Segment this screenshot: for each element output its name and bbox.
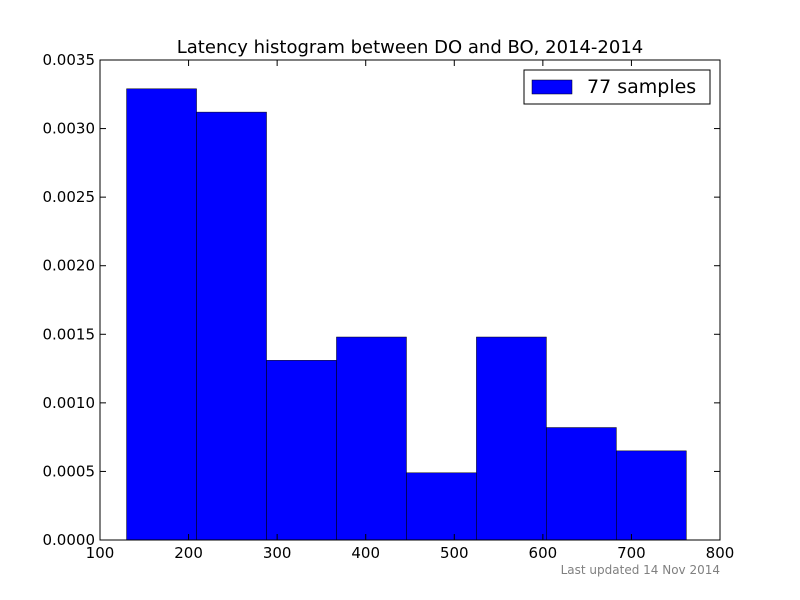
x-tick-label-400: 400 xyxy=(351,544,380,562)
plot-frame xyxy=(99,59,721,541)
histogram-bar-8 xyxy=(616,450,687,541)
histogram-bar-5 xyxy=(406,472,477,541)
histogram-bar-6 xyxy=(476,336,547,541)
y-tick-label-0: 0.0000 xyxy=(43,531,96,549)
x-tick-label-100: 100 xyxy=(86,544,115,562)
histogram-bar-1 xyxy=(126,88,197,541)
chart-title: Latency histogram between DO and BO, 201… xyxy=(177,37,644,58)
x-tick-label-600: 600 xyxy=(529,544,558,562)
y-tick-label-3: 0.0015 xyxy=(43,325,96,343)
histogram-bar-7 xyxy=(546,427,617,541)
histogram-bars xyxy=(126,88,687,541)
y-tick-label-5: 0.0025 xyxy=(43,188,96,206)
last-updated-note: Last updated 14 Nov 2014 xyxy=(561,563,720,577)
histogram-bar-3 xyxy=(266,360,337,541)
y-tick-label-2: 0.0010 xyxy=(43,394,96,412)
y-tick-label-1: 0.0005 xyxy=(43,462,96,480)
y-tick-label-7: 0.0035 xyxy=(43,51,96,69)
x-tick-label-300: 300 xyxy=(263,544,292,562)
axis-ticks: 100 200 300 400 500 600 700 800 0.0000 0.0005 0.00… xyxy=(43,51,735,562)
y-tick-label-6: 0.0030 xyxy=(43,120,96,138)
histogram-bar-4 xyxy=(336,336,407,541)
y-tick-label-4: 0.0020 xyxy=(43,257,96,275)
x-tick-label-200: 200 xyxy=(174,544,203,562)
legend-label: 77 samples xyxy=(587,76,696,98)
x-tick-label-500: 500 xyxy=(440,544,469,562)
x-tick-label-700: 700 xyxy=(617,544,646,562)
legend: 77 samples xyxy=(523,69,711,105)
x-tick-label-800: 800 xyxy=(706,544,735,562)
legend-swatch xyxy=(531,79,573,95)
histogram-bar-2 xyxy=(196,111,267,541)
